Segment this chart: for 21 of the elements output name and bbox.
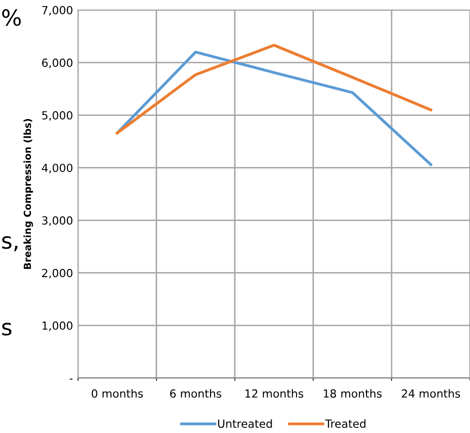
y-tick-label: 3,000 — [42, 216, 72, 226]
y-tick-label: - — [70, 378, 73, 380]
x-tick-label: 24 months — [402, 389, 460, 398]
x-tick-label: 18 months — [324, 389, 382, 398]
y-tick-label: 6,000 — [42, 58, 72, 68]
x-tick-label: 0 months — [92, 389, 143, 398]
x-tick-label: 12 months — [245, 389, 304, 398]
y-tick-label: 7,000 — [42, 6, 72, 16]
text: % — [2, 9, 21, 26]
text: s, — [2, 236, 18, 252]
line-series — [116, 50, 432, 166]
line-series — [116, 44, 432, 134]
legend-label: Treated — [325, 419, 366, 428]
x-tick-label: 6 months — [170, 389, 222, 398]
text: s — [2, 322, 12, 336]
y-tick-label: 1,000 — [42, 321, 72, 331]
y-tick-label: 2,000 — [42, 268, 72, 278]
y-tick-label: 4,000 — [42, 164, 72, 174]
y-axis-title: Breaking Compression (lbs) — [24, 119, 33, 269]
legend-label: Untreated — [218, 419, 272, 428]
y-tick-label: 5,000 — [42, 111, 72, 121]
